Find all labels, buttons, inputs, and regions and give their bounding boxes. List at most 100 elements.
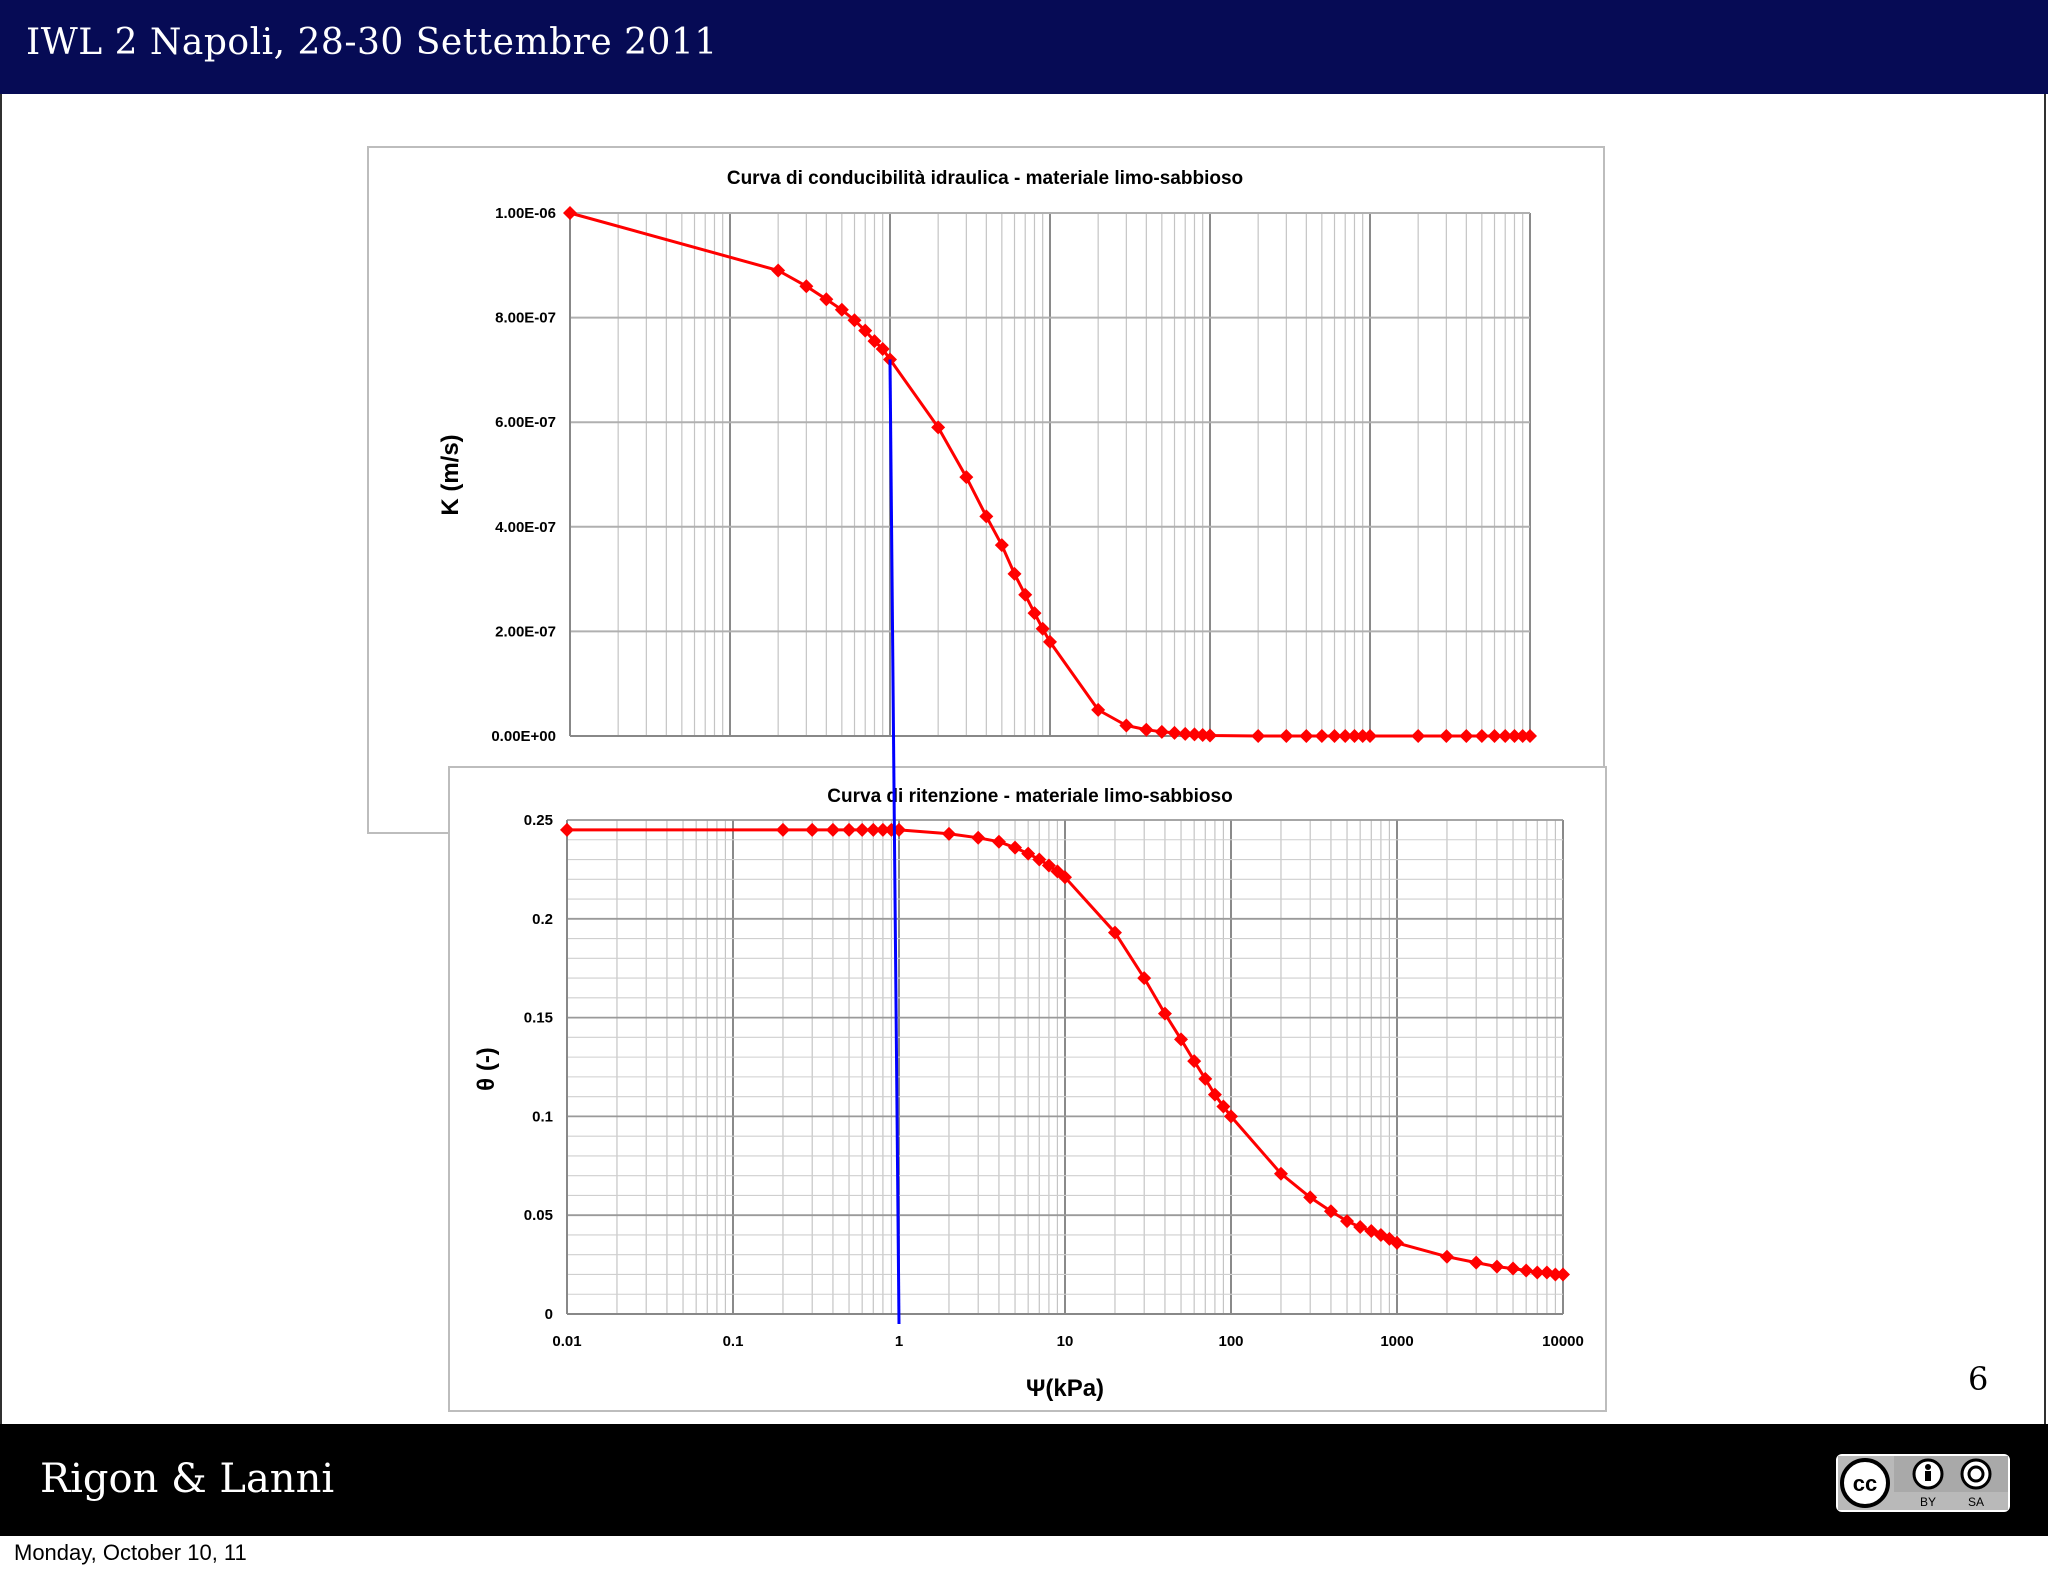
x-tick-label: 0.01 [552,1333,581,1350]
data-point [1107,925,1122,940]
data-point [1411,729,1426,743]
data-point [1303,1190,1318,1205]
data-point [1119,718,1134,733]
data-point [1139,722,1154,737]
data-point [1043,634,1057,649]
data-point [1347,729,1362,743]
x-tick-label: 1000 [1380,1333,1413,1350]
data-point [775,822,790,837]
data-point [1498,729,1513,743]
data-point [1041,858,1056,873]
data-point [1327,729,1342,743]
data-point [991,834,1006,849]
data-point [799,279,814,294]
data-point [563,206,577,220]
data-point [1167,725,1182,740]
data-point [1530,1265,1545,1280]
cc-by-sa-icon: cc BY SA [1836,1454,2010,1512]
data-point [1007,566,1022,581]
x-tick-label: 1 [895,1333,903,1350]
data-point [959,470,974,485]
slide-content-area [0,94,2046,1424]
x-tick-label: 100 [1218,1333,1243,1350]
data-point [1519,1263,1534,1278]
data-point [1556,1267,1570,1282]
y-tick-label: 8.00E-07 [495,310,556,327]
data-point [1021,846,1036,861]
data-point [771,263,786,278]
y-tick-label: 2.00E-07 [495,623,556,640]
data-point [847,313,862,328]
date-line: Monday, October 10, 11 [14,1540,247,1565]
data-point [1279,729,1294,743]
y-tick-label: 0.00E+00 [491,728,556,745]
data-point [1058,870,1072,885]
data-point [842,822,857,837]
data-point [1459,729,1474,743]
x-tick-label: 0.1 [723,1333,744,1350]
data-point [941,826,956,841]
data-point [560,822,574,837]
x-tick-label: 10000 [1542,1333,1584,1350]
y-tick-label: 0.05 [524,1207,553,1224]
y-tick-label: 0.1 [532,1108,553,1125]
data-point [1018,587,1033,602]
slide-footer: Rigon & Lanni cc BY SA [0,1424,2048,1536]
y-axis-label: K (m/s) [437,434,464,515]
data-point [1439,729,1454,743]
data-point [834,302,849,317]
data-point [931,420,946,435]
data-point [1355,729,1370,743]
x-axis-label: Ψ(kPa) [1026,1375,1104,1402]
cc-license-graphic: cc BY SA [1838,1456,2008,1510]
slide-number: 6 [1968,1360,1989,1398]
y-tick-label: 4.00E-07 [495,519,556,536]
chart-retention: 0 0.05 0.1 0.15 0.2 0.25 0.01 0.1 1 10 100 1000 1000… [448,766,1607,1412]
data-point [1178,726,1193,741]
data-point [1027,606,1042,621]
data-point [875,822,890,837]
data-point [1548,1267,1563,1282]
data-point [1174,1032,1189,1047]
data-point [1224,1109,1238,1124]
data-point [1273,1166,1288,1181]
data-point [1203,728,1217,743]
slide-header: IWL 2 Napoli, 28-30 Settembre 2011 [0,0,2048,94]
data-point [1487,729,1502,743]
data-point [1299,729,1314,743]
data-point [1137,971,1152,986]
data-point [1091,702,1106,717]
data-point [867,334,882,349]
y-tick-label: 0.15 [524,1010,553,1027]
data-point [1515,729,1530,743]
sa-share-icon [1960,1458,1992,1490]
data-point [979,509,994,524]
data-point [819,292,834,307]
data-point [825,822,840,837]
x-tick-label: 10 [1057,1333,1074,1350]
data-point [1314,729,1329,743]
chart-frame [448,766,1607,1412]
data-point [1157,1006,1172,1021]
data-point [971,830,986,845]
data-point [875,341,890,356]
data-point [1353,1220,1368,1235]
data-point [1506,1261,1521,1276]
data-point [1207,1087,1222,1102]
data-point [858,323,873,338]
data-point [994,538,1009,553]
data-point [805,822,820,837]
cc-text-icon: cc [1853,1471,1877,1496]
y-axis-label: θ (-) [473,1047,500,1091]
data-point [1489,1259,1504,1274]
data-point [1390,1235,1404,1250]
data-point [1469,1255,1484,1270]
slide-title: IWL 2 Napoli, 28-30 Settembre 2011 [26,22,718,63]
data-point [1251,729,1266,743]
data-point [1216,1099,1231,1114]
chart-conductivity: 0.00E+00 2.00E-07 4.00E-07 6.00E-07 8.00E-07… [367,146,1605,834]
data-point [1187,1054,1202,1069]
chart-title: Curva di ritenzione - materiale limo-sab… [827,786,1232,807]
cc-circle-icon [1840,1458,1890,1508]
